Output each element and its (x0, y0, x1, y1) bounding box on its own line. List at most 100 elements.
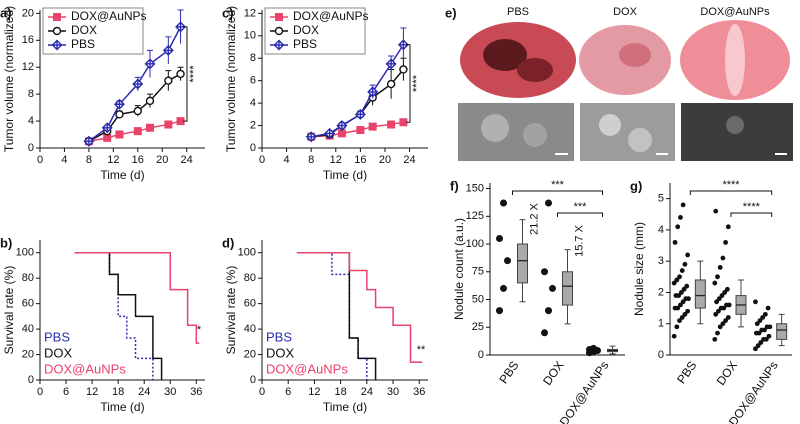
panel-label: e) (445, 5, 457, 20)
y-axis-label: Nodule count (a.u.) (452, 218, 466, 320)
micro-image (481, 114, 509, 142)
data-point (713, 311, 719, 317)
y-tick-label: 20 (244, 348, 256, 360)
y-tick-label: 0 (478, 349, 484, 361)
data-point (500, 284, 507, 292)
legend-label: DOX (266, 345, 295, 360)
data-point (763, 336, 769, 342)
data-point (723, 240, 728, 245)
annotation: *** (574, 201, 588, 213)
survival-curve (74, 251, 163, 380)
data-point (671, 280, 677, 286)
data-point (549, 284, 556, 292)
micro-image (458, 103, 574, 161)
lung-photo (619, 43, 651, 67)
data-point (675, 224, 681, 230)
y-tick-label: 0 (250, 142, 256, 154)
y-tick-label: 5 (658, 193, 664, 205)
significance-bracket (183, 26, 188, 122)
x-tick-label: 24 (361, 386, 373, 398)
marker (336, 120, 348, 132)
photo-caption: PBS (507, 6, 529, 18)
x-tick-label: 18 (335, 386, 347, 398)
data-point (760, 315, 766, 320)
legend-label: DOX (44, 345, 73, 360)
x-tick-label: 0 (259, 386, 265, 398)
x-tick-label: 6 (63, 386, 69, 398)
data-point (684, 283, 690, 289)
data-point (715, 274, 720, 280)
data-point (682, 311, 688, 317)
marker (115, 110, 124, 119)
marker (386, 79, 396, 89)
y-tick-label: 100 (466, 238, 484, 250)
box (562, 271, 573, 306)
x-tick-label: PBS (674, 359, 699, 387)
significance-bracket (406, 44, 411, 123)
data-point (685, 308, 691, 314)
marker (162, 44, 174, 56)
legend-marker (274, 26, 284, 36)
data-point (677, 274, 682, 280)
annotation: 21.2 X (528, 202, 540, 234)
annotation: * (197, 324, 202, 336)
data-point (541, 268, 548, 276)
significance-bracket (689, 190, 773, 217)
data-point (725, 224, 731, 230)
marker (133, 106, 142, 116)
box (776, 323, 788, 340)
lung-photo (483, 39, 527, 71)
data-point (504, 257, 511, 265)
y-tick-label: 4 (28, 115, 34, 127)
y-tick-label: 4 (658, 224, 664, 236)
marker (132, 78, 144, 90)
y-tick-label: 0 (250, 374, 256, 386)
y-tick-label: 40 (244, 323, 256, 335)
x-tick-label: 30 (164, 386, 176, 398)
y-tick-label: 0 (658, 349, 664, 361)
data-point (716, 308, 721, 314)
annotation: **** (411, 74, 423, 92)
y-tick-label: 8 (28, 88, 34, 100)
y-tick-label: 2 (658, 286, 664, 298)
y-axis-label: Survival rate (%) (224, 266, 238, 355)
data-point (713, 208, 719, 214)
whisker (738, 279, 744, 328)
data-point (754, 321, 760, 327)
y-tick-label: 12 (244, 7, 256, 19)
y-tick-label: 16 (22, 34, 34, 46)
data-point (496, 234, 503, 242)
y-axis-label: Survival rate (%) (2, 266, 16, 355)
whisker (697, 260, 704, 325)
data-point (496, 307, 503, 315)
data-point (720, 321, 726, 327)
data-point (674, 277, 680, 283)
data-point (756, 330, 762, 336)
legend-marker (51, 39, 63, 51)
y-tick-label: 0 (28, 142, 34, 154)
y-tick-label: 3 (658, 255, 664, 267)
marker (83, 135, 95, 147)
legend-label: PBS (44, 329, 70, 344)
legend-label: DOX (71, 23, 97, 37)
y-tick-label: 80 (22, 272, 34, 284)
data-point (682, 261, 688, 267)
data-point (757, 318, 763, 323)
y-tick-label: 20 (22, 348, 34, 360)
whisker (564, 249, 571, 325)
data-point (678, 290, 684, 295)
y-tick-label: 1 (658, 318, 664, 330)
x-tick-label: 16 (354, 154, 366, 166)
lung-photo (517, 58, 553, 82)
micro-image (523, 123, 547, 147)
data-point (675, 305, 681, 311)
photo-panel: e) PBS DOX DOX@AuNPs (445, 5, 793, 161)
panel-label: c) (222, 5, 234, 20)
panel-label: f) (450, 178, 459, 193)
x-tick-label: DOX (714, 359, 740, 388)
y-tick-label: 125 (466, 210, 484, 222)
y-tick-label: 50 (472, 293, 484, 305)
micro-image (726, 116, 744, 134)
x-tick-label: 0 (37, 154, 43, 166)
marker (399, 118, 408, 127)
